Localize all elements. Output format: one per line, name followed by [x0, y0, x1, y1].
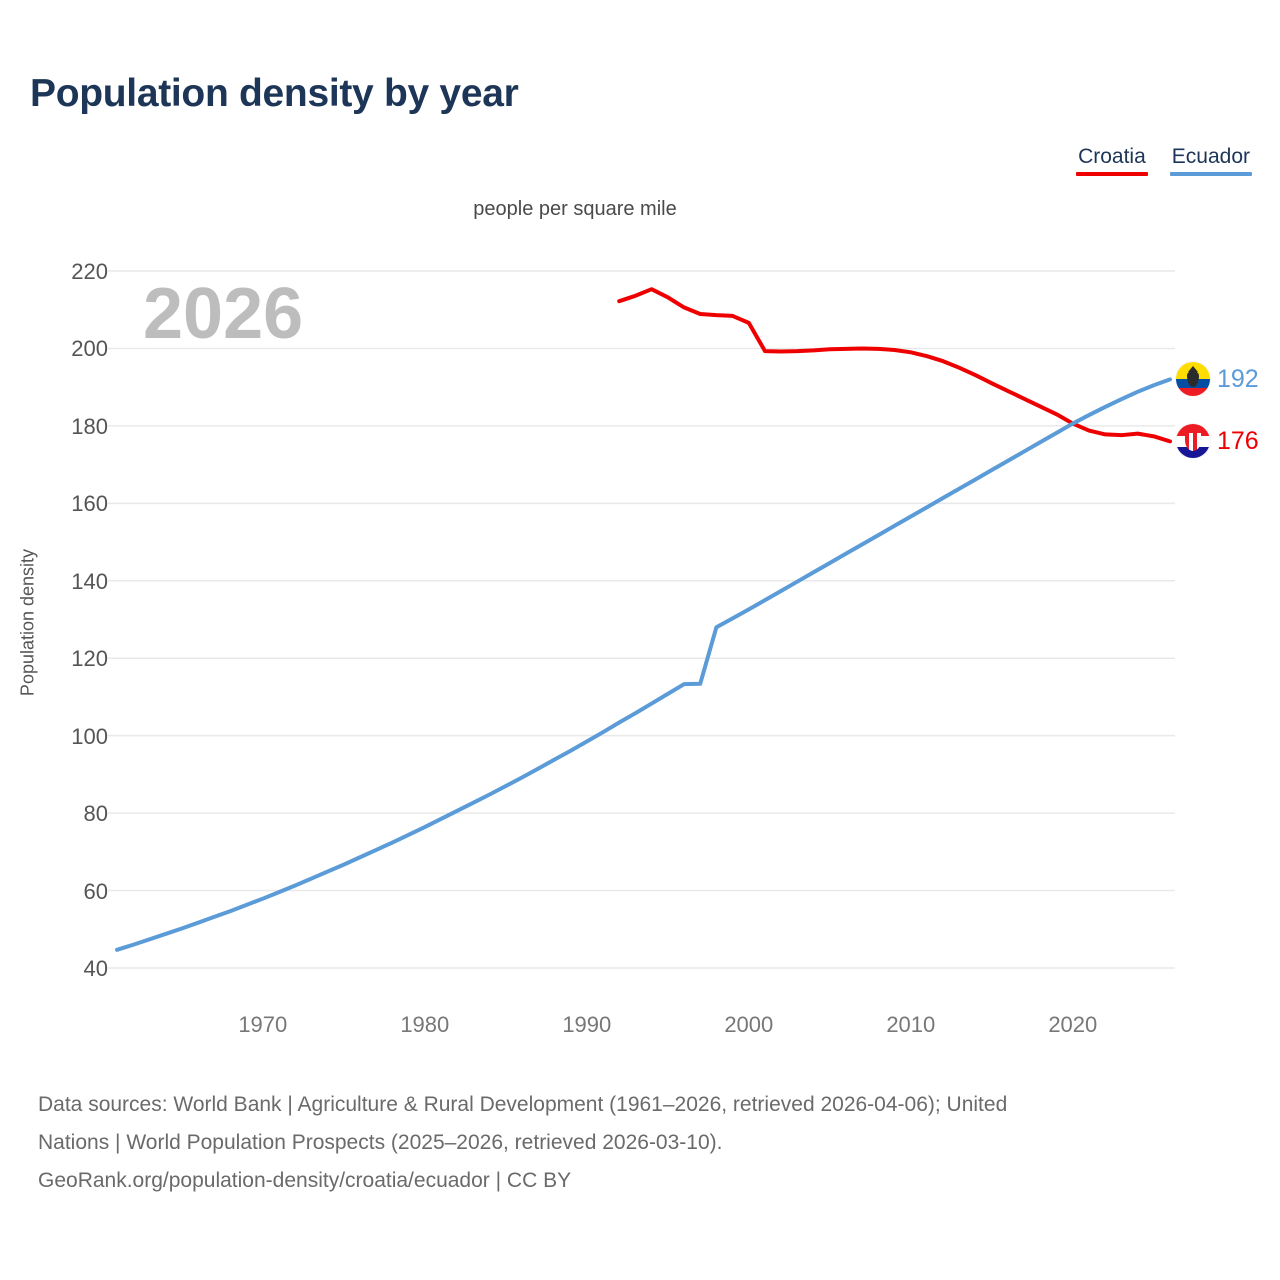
end-label-ecuador: 192 — [1176, 362, 1259, 397]
y-tick-label: 60 — [83, 878, 108, 904]
x-tick-label: 1990 — [562, 1012, 612, 1037]
series-line-croatia — [617, 287, 1172, 444]
footer: Data sources: World Bank | Agriculture &… — [38, 1086, 1260, 1200]
legend-item-ecuador[interactable]: Ecuador — [1169, 145, 1252, 176]
y-axis-ticks: 40 60 80 100 120 140 160 180 200 220 — [0, 0, 108, 1280]
x-tick-label: 2010 — [886, 1012, 936, 1037]
legend-rule-croatia — [1076, 172, 1148, 176]
legend-rule-ecuador — [1169, 172, 1252, 176]
end-label-croatia: 176 — [1176, 424, 1259, 459]
footer-line-1: Data sources: World Bank | Agriculture &… — [38, 1093, 1008, 1116]
footer-line-2: Nations | World Population Prospects (20… — [38, 1131, 723, 1154]
footer-line-3: GeoRank.org/population-density/croatia/e… — [38, 1169, 572, 1192]
y-tick-label: 100 — [71, 723, 108, 749]
ecuador-flag-icon — [1176, 362, 1210, 397]
legend-label-ecuador: Ecuador — [1171, 145, 1250, 168]
y-tick-label: 80 — [83, 801, 108, 827]
legend-item-croatia[interactable]: Croatia — [1076, 145, 1148, 176]
series-line-ecuador — [115, 377, 1172, 952]
x-tick-label: 2000 — [724, 1012, 774, 1037]
legend-label-croatia: Croatia — [1078, 145, 1146, 168]
y-tick-label: 140 — [71, 568, 108, 594]
y-tick-label: 160 — [71, 491, 108, 517]
y-tick-label: 220 — [71, 259, 108, 284]
y-tick-label: 40 — [83, 956, 108, 981]
page-title: Population density by year — [30, 72, 519, 115]
y-tick-label: 200 — [71, 336, 108, 362]
y-tick-label: 180 — [71, 413, 108, 439]
legend: Croatia Ecuador — [1076, 145, 1252, 176]
y-tick-label: 120 — [71, 646, 108, 672]
year-watermark: 2026 — [143, 274, 304, 354]
croatia-flag-icon — [1176, 424, 1210, 459]
x-tick-label: 1980 — [400, 1012, 450, 1037]
end-label-value-croatia: 176 — [1217, 426, 1259, 455]
x-tick-label: 2020 — [1048, 1012, 1098, 1037]
x-tick-label: 1970 — [238, 1012, 288, 1037]
end-label-value-ecuador: 192 — [1217, 364, 1259, 393]
chart-subtitle: people per square mile — [473, 198, 677, 220]
